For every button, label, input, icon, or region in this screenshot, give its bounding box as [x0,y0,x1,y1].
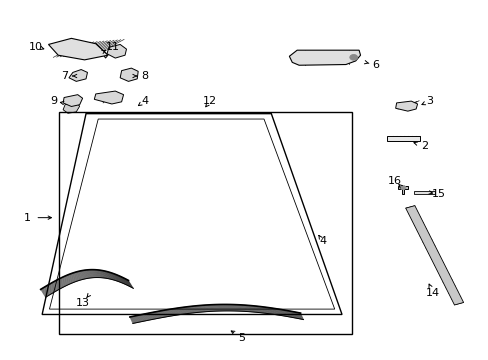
Polygon shape [395,101,417,111]
Text: 7: 7 [61,71,68,81]
Text: 5: 5 [238,333,245,343]
Bar [386,136,419,141]
Polygon shape [107,44,126,58]
Bar [59,112,351,334]
Text: 10: 10 [29,42,43,51]
Text: 4: 4 [318,236,325,246]
Circle shape [399,185,405,190]
Polygon shape [397,186,407,194]
Text: 6: 6 [372,60,379,70]
Text: 16: 16 [387,176,401,186]
Polygon shape [94,91,123,104]
Polygon shape [120,68,138,81]
Text: 9: 9 [50,96,57,106]
Text: 1: 1 [24,213,31,222]
Text: 15: 15 [431,189,445,199]
Polygon shape [96,44,108,58]
Text: 13: 13 [76,298,89,308]
Text: 4: 4 [141,96,148,106]
Polygon shape [48,39,108,60]
Text: 14: 14 [425,288,439,298]
Polygon shape [405,206,463,305]
Text: 12: 12 [203,96,217,106]
Polygon shape [63,95,82,107]
Polygon shape [63,103,80,113]
Text: 8: 8 [141,71,148,81]
Text: 11: 11 [105,42,120,52]
Circle shape [349,54,357,60]
Polygon shape [289,50,360,65]
Text: 3: 3 [426,96,432,106]
Bar [413,191,434,194]
Polygon shape [69,69,87,81]
Text: 2: 2 [421,141,427,151]
